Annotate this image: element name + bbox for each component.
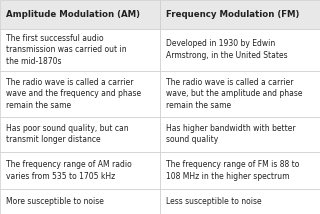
- Text: Has higher bandwidth with better
sound quality: Has higher bandwidth with better sound q…: [166, 124, 295, 144]
- Bar: [160, 117, 320, 152]
- Bar: [160, 189, 320, 214]
- Bar: [0, 117, 160, 152]
- Text: More susceptible to noise: More susceptible to noise: [6, 197, 104, 206]
- Bar: [0, 152, 160, 189]
- Text: Less susceptible to noise: Less susceptible to noise: [166, 197, 261, 206]
- Bar: [160, 152, 320, 189]
- Bar: [0, 0, 160, 28]
- Text: The radio wave is called a carrier
wave and the frequency and phase
remain the s: The radio wave is called a carrier wave …: [6, 78, 141, 110]
- Bar: [160, 0, 320, 28]
- Bar: [160, 71, 320, 117]
- Bar: [0, 189, 160, 214]
- Bar: [0, 71, 160, 117]
- Text: Amplitude Modulation (AM): Amplitude Modulation (AM): [6, 10, 140, 19]
- Text: The radio wave is called a carrier
wave, but the amplitude and phase
remain the : The radio wave is called a carrier wave,…: [166, 78, 302, 110]
- Bar: [0, 28, 160, 71]
- Text: The frequency range of FM is 88 to
108 MHz in the higher spectrum: The frequency range of FM is 88 to 108 M…: [166, 160, 299, 181]
- Bar: [160, 28, 320, 71]
- Text: The first successful audio
transmission was carried out in
the mid-1870s: The first successful audio transmission …: [6, 34, 126, 65]
- Text: Frequency Modulation (FM): Frequency Modulation (FM): [166, 10, 299, 19]
- Text: The frequency range of AM radio
varies from 535 to 1705 kHz: The frequency range of AM radio varies f…: [6, 160, 132, 181]
- Text: Developed in 1930 by Edwin
Armstrong, in the United States: Developed in 1930 by Edwin Armstrong, in…: [166, 39, 287, 60]
- Text: Has poor sound quality, but can
transmit longer distance: Has poor sound quality, but can transmit…: [6, 124, 128, 144]
